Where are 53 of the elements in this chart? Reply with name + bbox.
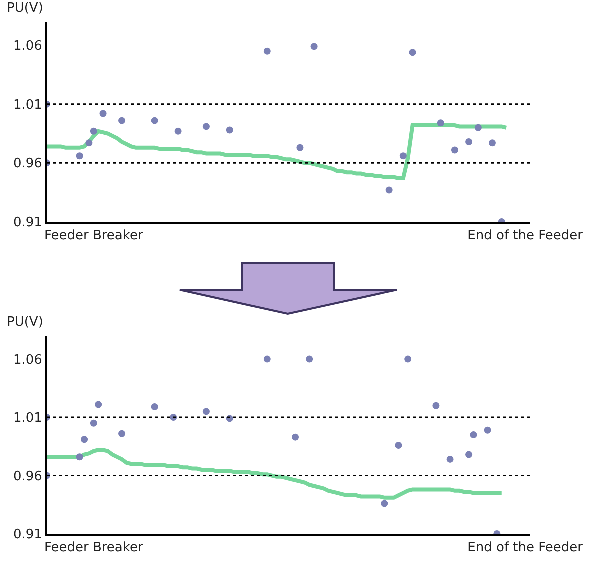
point [484, 426, 492, 434]
y-tick-label: 1.06 [13, 39, 42, 54]
point [264, 48, 271, 55]
point [400, 152, 407, 160]
point [151, 404, 158, 411]
x-tick-label: End of the Feeder [468, 540, 584, 556]
y-tick-label: 1.01 [13, 411, 42, 426]
point [395, 442, 402, 449]
y-tick-label: 0.91 [13, 216, 42, 231]
point [296, 144, 304, 152]
x-tick-label: End of the Feeder [468, 228, 584, 244]
point [95, 401, 102, 408]
point [202, 123, 210, 130]
point [466, 138, 473, 146]
y-tick-label: 0.96 [13, 156, 42, 172]
point [174, 128, 182, 135]
point [264, 356, 271, 363]
point [432, 402, 440, 410]
point [310, 43, 318, 50]
y-tick-label: 1.06 [13, 352, 42, 368]
y-axis-title: PU(V) [7, 1, 44, 16]
point [386, 186, 393, 194]
point [409, 49, 416, 56]
point [202, 408, 210, 416]
point [90, 128, 98, 135]
point [404, 356, 412, 363]
point [437, 120, 444, 127]
point [76, 454, 84, 461]
y-tick-label: 1.01 [13, 98, 42, 113]
point [118, 117, 126, 124]
point [226, 126, 234, 134]
point [381, 500, 388, 508]
point [292, 434, 300, 441]
point [86, 140, 93, 147]
y-tick-label: 0.91 [13, 528, 42, 543]
point [451, 146, 458, 154]
y-tick-label: 0.96 [13, 469, 42, 484]
point [151, 117, 158, 124]
point [76, 152, 84, 160]
point [100, 110, 107, 118]
point [474, 124, 482, 132]
point [306, 356, 314, 363]
point [470, 432, 478, 438]
point [118, 430, 126, 438]
point [90, 420, 98, 427]
x-tick-label: Feeder Breaker [44, 540, 144, 556]
line-series [47, 448, 504, 500]
point [466, 451, 473, 458]
point [81, 436, 88, 444]
point [446, 456, 454, 463]
x-tick-label: Feeder Breaker [44, 228, 144, 244]
point [488, 140, 496, 147]
y-axis-title: PU(V) [7, 315, 44, 330]
